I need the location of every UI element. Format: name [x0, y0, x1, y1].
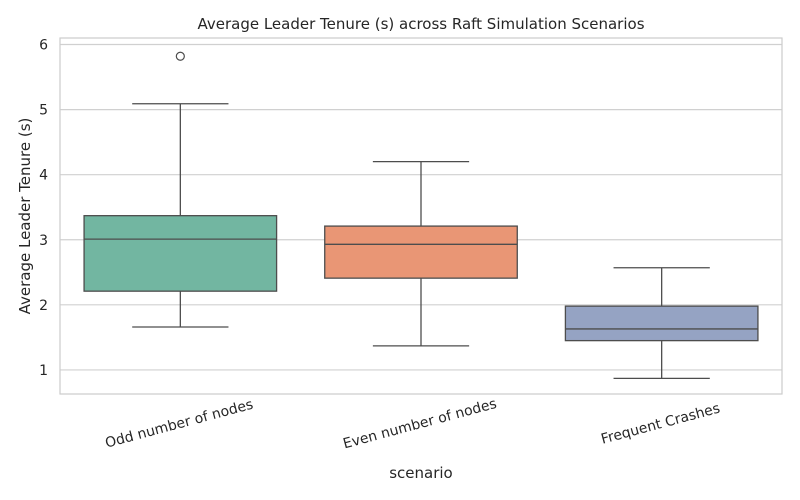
x-axis-label: scenario: [389, 464, 453, 482]
box-iqr: [564, 305, 759, 342]
box-even-number-of-nodes: [324, 161, 518, 347]
box-odd-number-of-nodes: [83, 51, 278, 328]
box-frequent-crashes: [564, 267, 759, 380]
box-iqr: [324, 225, 518, 279]
y-tick-label-1: 1: [39, 363, 48, 379]
y-tick-label-3: 3: [39, 233, 48, 249]
boxes: [83, 51, 759, 380]
x-tick-label-even-number-of-nodes: Even number of nodes: [341, 396, 498, 452]
x-tick-label-odd-number-of-nodes: Odd number of nodes: [104, 397, 255, 452]
x-tick-labels: Odd number of nodes Even number of nodes F…: [104, 396, 722, 452]
y-tick-label-2: 2: [39, 298, 48, 314]
x-tick-label-frequent-crashes: Frequent Crashes: [599, 401, 721, 448]
box-iqr: [83, 215, 278, 292]
plot-frame: [59, 37, 783, 395]
y-axis-label: Average Leader Tenure (s): [16, 118, 34, 315]
chart-title: Average Leader Tenure (s) across Raft Si…: [197, 15, 644, 33]
outlier-point: [175, 51, 185, 61]
y-tick-label-6: 6: [39, 38, 48, 54]
y-tick-label-4: 4: [39, 168, 48, 184]
y-tick-labels: 1 2 3 4 5 6: [39, 38, 48, 379]
y-tick-label-5: 5: [39, 103, 48, 119]
